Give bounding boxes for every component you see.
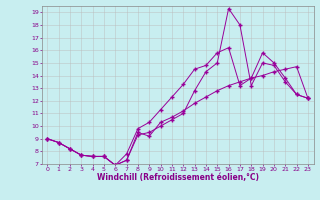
X-axis label: Windchill (Refroidissement éolien,°C): Windchill (Refroidissement éolien,°C) [97, 173, 259, 182]
